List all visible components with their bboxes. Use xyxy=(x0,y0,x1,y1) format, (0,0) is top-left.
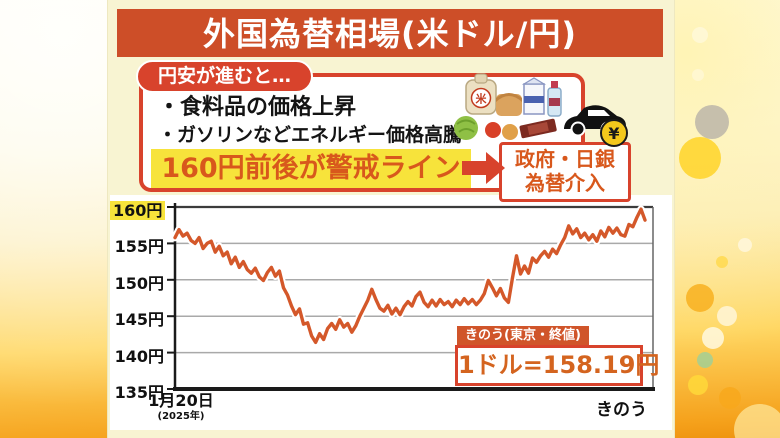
bokeh-circle xyxy=(695,105,729,139)
start-date-label: 1月20日 xyxy=(148,391,214,410)
start-year-label: (2025年) xyxy=(157,411,205,422)
y-axis-ticks xyxy=(167,206,175,390)
x-axis-start-label: 1月20日 (2025年) xyxy=(146,393,216,425)
intervention-line1: 政府・日銀 xyxy=(515,147,615,171)
bokeh-circle xyxy=(702,327,724,349)
bokeh-circle xyxy=(734,404,780,438)
bullet-energy-prices: ・ガソリンなどエネルギー価格高騰 xyxy=(158,124,463,146)
bokeh-circle xyxy=(679,137,721,179)
goods-icons: 米 xyxy=(454,73,628,147)
chart-plot xyxy=(167,203,655,391)
callout-tab: きのう(東京・終値) xyxy=(457,326,589,345)
onion-icon xyxy=(502,124,518,140)
rice-bag-icon: 米 xyxy=(465,73,497,115)
y-tick-label-150: 150円 xyxy=(114,273,164,293)
x-axis-end-label: きのう xyxy=(596,400,647,420)
svg-text:米: 米 xyxy=(475,92,488,106)
y-tick-label-135: 135円 xyxy=(114,383,164,402)
intervention-box: 政府・日銀 為替介入 xyxy=(499,142,631,202)
bokeh-circle xyxy=(738,238,752,252)
chocolate-bar-icon xyxy=(519,118,557,139)
rate-line xyxy=(173,207,647,345)
water-bottle-icon xyxy=(547,81,562,117)
page-title: 外国為替相場(米ドル/円) xyxy=(117,9,663,57)
warning-level-label: 160円前後が警戒ライン xyxy=(151,149,471,188)
latest-rate-callout: 1ドル=158.19円 xyxy=(455,345,659,386)
bokeh-circle xyxy=(697,352,713,368)
bokeh-circle xyxy=(692,69,704,81)
tomato-icon xyxy=(485,122,501,138)
y-tick-label-160: 160円 xyxy=(110,197,166,221)
svg-text:¥: ¥ xyxy=(608,124,619,143)
yen-depreciation-badge: 円安が進むと… xyxy=(136,60,314,93)
exchange-rate-chart: 160円 155円 150円 145円 140円 135円 1月20日 (2025年) き… xyxy=(110,195,672,430)
intervention-line2: 為替介入 xyxy=(525,171,605,195)
bokeh-circle xyxy=(688,375,708,395)
bokeh-circle xyxy=(716,256,728,268)
yen-coin-icon: ¥ xyxy=(600,119,628,147)
milk-carton-icon xyxy=(521,77,547,115)
impact-bullet-list: ・食料品の価格上昇 ・ガソリンなどエネルギー価格高騰 xyxy=(158,94,462,149)
y-tick-label-145: 145円 xyxy=(114,310,164,330)
bokeh-circle xyxy=(692,27,708,43)
right-arrow-icon xyxy=(462,152,505,184)
bokeh-circle xyxy=(719,387,741,409)
y-tick-label-140: 140円 xyxy=(114,346,164,366)
bokeh-circle xyxy=(686,284,714,312)
bokeh-circle xyxy=(717,306,737,326)
bullet-food-prices: ・食料品の価格上昇 xyxy=(158,95,357,120)
bread-icon xyxy=(496,93,522,116)
y-tick-label-155: 155円 xyxy=(114,237,164,257)
cabbage-icon xyxy=(454,116,478,140)
